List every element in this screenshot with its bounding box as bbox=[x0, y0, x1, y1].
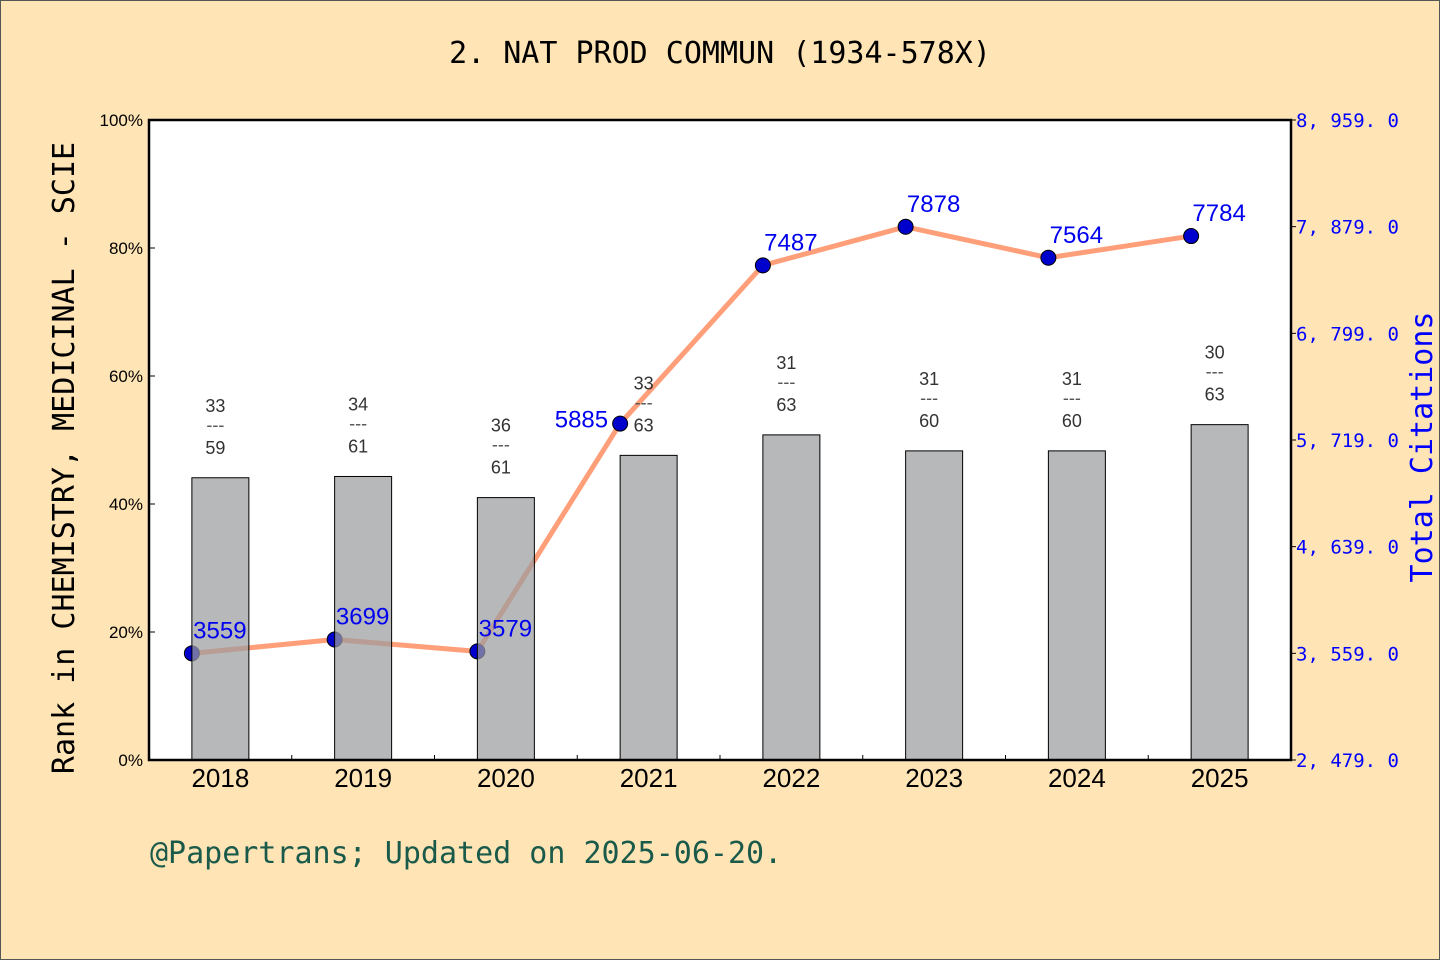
rank-bar bbox=[334, 475, 393, 761]
total-label: 60 bbox=[919, 411, 939, 431]
y-axis-label: Rank in CHEMISTRY, MEDICINAL - SCIE bbox=[47, 142, 82, 774]
rank-label: 33 bbox=[205, 396, 225, 416]
citation-label: 3559 bbox=[193, 617, 246, 644]
citation-point bbox=[897, 218, 914, 235]
rank-label: 31 bbox=[1062, 369, 1082, 389]
citation-point bbox=[612, 415, 629, 432]
rank-divider: --- bbox=[206, 415, 224, 435]
citation-label: 7564 bbox=[1050, 222, 1103, 249]
citation-label: 5885 bbox=[555, 407, 608, 434]
rank-divider: --- bbox=[635, 392, 653, 412]
citation-label: 7878 bbox=[907, 191, 960, 218]
rank-label: 36 bbox=[491, 416, 511, 436]
rank-label: 34 bbox=[348, 394, 368, 414]
rank-bar bbox=[762, 434, 821, 761]
y2-tick-label: 3, 559. 0 bbox=[1296, 643, 1399, 665]
x-tick-label: 2021 bbox=[620, 763, 678, 793]
total-label: 59 bbox=[205, 438, 225, 458]
rank-divider: --- bbox=[492, 435, 510, 455]
rank-label: 30 bbox=[1205, 343, 1225, 363]
rank-bar bbox=[905, 450, 964, 761]
x-tick-label: 2022 bbox=[762, 763, 820, 793]
x-tick-label: 2019 bbox=[334, 763, 392, 793]
citation-label: 7487 bbox=[764, 229, 817, 256]
x-tick-label: 2024 bbox=[1048, 763, 1106, 793]
y2-tick-label: 8, 959. 0 bbox=[1296, 110, 1399, 132]
rank-divider: --- bbox=[1063, 388, 1081, 408]
citation-point bbox=[754, 257, 771, 274]
footer-credit: @Papertrans; Updated on 2025-06-20. bbox=[150, 836, 783, 871]
citation-point bbox=[1183, 228, 1200, 245]
rank-divider: --- bbox=[349, 413, 367, 433]
y2-tick-label: 7, 879. 0 bbox=[1296, 217, 1399, 239]
rank-bar bbox=[476, 497, 535, 761]
citation-label: 7784 bbox=[1192, 200, 1245, 227]
chart-title: 2. NAT PROD COMMUN (1934-578X) bbox=[449, 36, 991, 71]
rank-divider: --- bbox=[1206, 362, 1224, 382]
y2-tick-label: 4, 639. 0 bbox=[1296, 537, 1399, 559]
y-tick-label: 40% bbox=[109, 495, 143, 514]
y2-tick-label: 2, 479. 0 bbox=[1296, 750, 1399, 772]
y-tick-label: 60% bbox=[109, 367, 143, 386]
y-tick-label: 100% bbox=[100, 111, 143, 130]
rank-label: 31 bbox=[919, 369, 939, 389]
rank-bar bbox=[191, 477, 250, 761]
citation-label: 3699 bbox=[336, 604, 389, 631]
y2-tick-label: 5, 719. 0 bbox=[1296, 430, 1399, 452]
total-label: 63 bbox=[776, 395, 796, 415]
total-label: 61 bbox=[348, 436, 368, 456]
rank-bar bbox=[1047, 450, 1106, 761]
plot-area bbox=[149, 120, 1291, 760]
x-tick-label: 2025 bbox=[1191, 763, 1249, 793]
rank-label: 33 bbox=[634, 373, 654, 393]
citation-point bbox=[1040, 249, 1057, 266]
rank-divider: --- bbox=[777, 372, 795, 392]
y2-tick-label: 6, 799. 0 bbox=[1296, 323, 1399, 345]
total-label: 60 bbox=[1062, 411, 1082, 431]
rank-divider: --- bbox=[920, 388, 938, 408]
rank-label: 31 bbox=[776, 353, 796, 373]
y-tick-label: 20% bbox=[109, 623, 143, 642]
y2-axis-label: Total Citations bbox=[1405, 312, 1440, 583]
y-tick-label: 0% bbox=[118, 751, 143, 770]
rank-bar bbox=[619, 454, 678, 761]
rank-bar bbox=[1190, 424, 1249, 761]
citation-label: 3579 bbox=[479, 615, 532, 642]
x-tick-label: 2018 bbox=[191, 763, 249, 793]
y-tick-label: 80% bbox=[109, 239, 143, 258]
total-label: 61 bbox=[491, 458, 511, 478]
total-label: 63 bbox=[1205, 385, 1225, 405]
x-tick-label: 2023 bbox=[905, 763, 963, 793]
x-tick-label: 2020 bbox=[477, 763, 535, 793]
total-label: 63 bbox=[634, 415, 654, 435]
